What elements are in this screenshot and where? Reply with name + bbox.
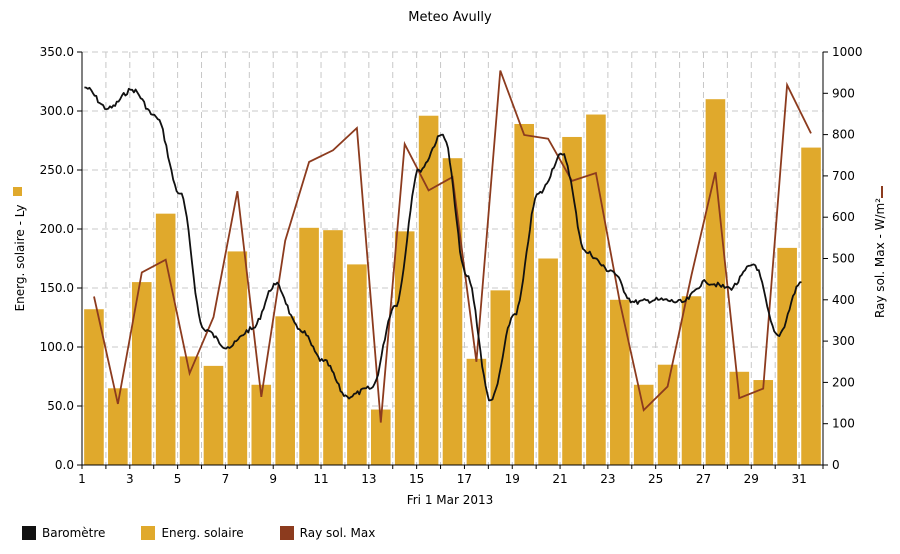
bar-energ-solaire [275, 316, 295, 465]
bar-energ-solaire [179, 356, 200, 465]
bar-energ-solaire [753, 380, 774, 465]
x-tick-label: 17 [457, 472, 472, 486]
x-tick-label: 7 [222, 472, 230, 486]
y-right-tick-label: 600 [832, 210, 855, 224]
legend-label: Ray sol. Max [299, 526, 376, 540]
y-left-tick-label: 0.0 [55, 458, 74, 472]
bar-energ-solaire [490, 290, 511, 465]
bar-energ-solaire [586, 114, 606, 465]
y-left-tick-label: 250.0 [40, 163, 74, 177]
bar-energ-solaire [681, 296, 702, 465]
y-right-tick-label: 300 [832, 334, 855, 348]
bar-energ-solaire [705, 99, 726, 465]
legend-item-energ-solaire: Energ. solaire [141, 526, 244, 540]
x-tick-label: 23 [600, 472, 615, 486]
y-right-tick-label: 200 [832, 375, 855, 389]
bar-energ-solaire [418, 115, 439, 465]
x-tick-label: 31 [791, 472, 806, 486]
bar-energ-solaire [299, 227, 319, 465]
y-right-tick-label: 0 [832, 458, 840, 472]
bar-energ-solaire [370, 409, 391, 465]
x-tick-label: 3 [126, 472, 134, 486]
bar-energ-solaire [729, 371, 750, 465]
y-right-tick-label: 900 [832, 86, 855, 100]
bar-energ-solaire [347, 264, 367, 465]
bar-energ-solaire [514, 123, 535, 465]
x-tick-label: 11 [313, 472, 328, 486]
bar-energ-solaire [801, 147, 821, 465]
y-left-tick-label: 100.0 [40, 340, 74, 354]
x-tick-label: 21 [552, 472, 567, 486]
legend: Baromètre Energ. solaire Ray sol. Max [22, 526, 411, 540]
x-axis-title: Fri 1 Mar 2013 [407, 493, 494, 507]
legend-swatch [141, 526, 156, 540]
y-right-tick-label: 500 [832, 252, 855, 266]
y-axis-left-legend-swatch [13, 187, 22, 196]
bar-energ-solaire [108, 388, 128, 465]
y-left-tick-label: 50.0 [47, 399, 74, 413]
x-tick-label: 27 [696, 472, 711, 486]
y-right-tick-label: 100 [832, 417, 855, 431]
line-barometre [84, 86, 802, 402]
bar-energ-solaire [466, 358, 487, 465]
legend-label: Energ. solaire [161, 526, 244, 540]
y-left-tick-label: 150.0 [40, 281, 74, 295]
y-right-tick-label: 700 [832, 169, 855, 183]
x-tick-label: 9 [269, 472, 277, 486]
y-axis-left-title: Energ. solaire - Ly [13, 205, 27, 312]
series-lines [84, 70, 812, 423]
bar-energ-solaire [633, 384, 654, 465]
y-left-tick-label: 350.0 [40, 45, 74, 59]
axes: 0.0 50.0 100.0 150.0 200.0 250.0 300.0 350.0 0 10… [40, 45, 863, 486]
legend-swatch [22, 526, 36, 540]
x-tick-label: 25 [648, 472, 663, 486]
chart-title: Meteo Avully [408, 10, 492, 25]
bar-energ-solaire [251, 384, 272, 465]
y-axis-right-title: Ray sol. Max - W/m² [873, 198, 887, 318]
legend-label: Baromètre [42, 526, 106, 540]
bar-energ-solaire [610, 299, 630, 465]
bar-energ-solaire [203, 365, 224, 465]
x-tick-label: 15 [409, 472, 424, 486]
y-left-tick-label: 300.0 [40, 104, 74, 118]
x-tick-label: 1 [78, 472, 86, 486]
bar-energ-solaire [538, 258, 558, 465]
legend-item-barometre: Baromètre [22, 526, 105, 540]
y-right-tick-label: 1000 [832, 45, 863, 59]
bar-energ-solaire [323, 230, 343, 465]
bar-energ-solaire [777, 247, 797, 465]
y-right-tick-label: 400 [832, 293, 855, 307]
x-tick-label: 5 [174, 472, 182, 486]
legend-swatch [279, 526, 294, 540]
x-tick-label: 19 [505, 472, 520, 486]
x-tick-label: 29 [744, 472, 759, 486]
bar-energ-solaire [131, 282, 152, 465]
legend-item-ray-sol-max: Ray sol. Max [279, 526, 376, 540]
bar-energ-solaire [227, 251, 248, 465]
bar-energ-solaire [442, 158, 463, 465]
bar-energ-solaire [155, 213, 176, 465]
bar-energ-solaire [84, 309, 104, 465]
y-right-tick-label: 800 [832, 128, 855, 142]
bar-energ-solaire [657, 364, 678, 465]
y-left-tick-label: 200.0 [40, 222, 74, 236]
x-tick-label: 13 [361, 472, 376, 486]
bars-energ-solaire [84, 99, 821, 465]
